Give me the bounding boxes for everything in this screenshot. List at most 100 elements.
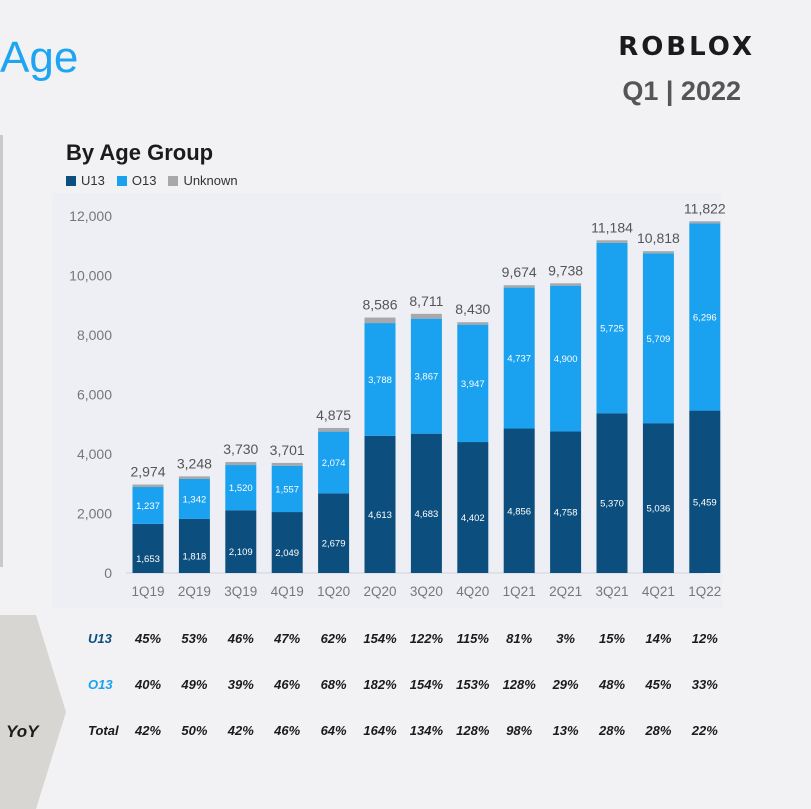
chart-legend: U13 O13 Unknown: [66, 173, 238, 188]
x-tick-label: 3Q21: [595, 584, 628, 599]
bar-value-label: 4,402: [461, 513, 485, 524]
yoy-cell: 46%: [227, 631, 254, 646]
bar-segment-o13: [642, 253, 674, 424]
bar-segment-o13: [689, 223, 721, 411]
bar-value-label: 1,342: [183, 494, 207, 505]
bar-segment-u13: [318, 493, 350, 573]
bar-segment-o13: [271, 465, 303, 513]
bar-segment-unknown: [132, 484, 164, 488]
bar-segment-unknown: [550, 283, 582, 286]
bar-value-label: 1,237: [136, 501, 160, 512]
bar-value-label: 1,818: [183, 551, 207, 562]
bar-value-label: 5,370: [600, 499, 624, 510]
yoy-cell: 182%: [363, 677, 397, 692]
yoy-cell: 49%: [181, 677, 208, 692]
yoy-cell: 42%: [134, 723, 162, 738]
bar-segment-o13: [178, 478, 210, 519]
bar-value-label: 5,709: [647, 334, 671, 345]
x-tick-label: 4Q19: [271, 584, 304, 599]
yoy-cell: 3%: [556, 631, 575, 646]
bar-value-label: 3,947: [461, 379, 485, 390]
legend-swatch-unknown: [168, 175, 179, 186]
yoy-cell: 40%: [134, 677, 162, 692]
bar-segment-unknown: [642, 251, 674, 254]
bar-value-label: 3,788: [368, 375, 392, 386]
yoy-cell: 98%: [506, 723, 533, 738]
y-tick-label: 6,000: [77, 387, 112, 403]
x-tick-label: 2Q19: [178, 584, 211, 599]
bar-segment-o13: [457, 324, 489, 443]
yoy-cell: 128%: [502, 677, 536, 692]
bar-segment-unknown: [178, 476, 210, 479]
x-tick-label: 1Q19: [131, 584, 164, 599]
legend-swatch-o13: [116, 175, 127, 186]
bar-segment-u13: [364, 435, 396, 573]
bar-value-label: 3,867: [415, 372, 439, 383]
yoy-cell: 164%: [363, 723, 397, 738]
x-tick-label: 4Q21: [642, 584, 675, 599]
yoy-cell: 33%: [691, 677, 718, 692]
y-tick-label: 8,000: [77, 327, 112, 343]
quarter-label: Q1 | 2022: [622, 76, 741, 106]
yoy-cell: 15%: [598, 631, 626, 646]
bar-value-label: 2,074: [322, 458, 346, 469]
legend-item-o13: O13: [116, 173, 156, 188]
bar-total-label: 10,818: [637, 230, 680, 246]
legend-swatch-u13: [66, 175, 76, 186]
bar-total-label: 8,711: [409, 293, 443, 309]
bar-total-label: 8,430: [455, 301, 490, 317]
bar-total-label: 3,730: [223, 441, 258, 457]
bar-segment-u13: [550, 431, 582, 573]
yoy-cell: 29%: [552, 677, 579, 692]
yoy-cell: 68%: [320, 677, 347, 692]
bar-segment-unknown: [596, 240, 628, 243]
bar-total-label: 11,184: [591, 219, 633, 235]
bar-value-label: 2,049: [275, 548, 299, 559]
yoy-cell: 134%: [409, 723, 444, 738]
bar-segment-unknown: [271, 462, 303, 466]
bar-value-label: 2,109: [229, 547, 253, 558]
x-tick-label: 1Q20: [317, 584, 350, 599]
bar-segment-u13: [642, 423, 674, 573]
bar-segment-u13: [410, 433, 442, 573]
yoy-cell: 46%: [274, 677, 301, 692]
y-tick-label: 2,000: [77, 506, 112, 522]
chart-title: By Age Group: [66, 140, 214, 165]
bar-total-label: 11,822: [684, 200, 726, 216]
yoy-cell: 81%: [506, 631, 533, 646]
yoy-cell: 39%: [227, 677, 254, 692]
yoy-cell: 50%: [181, 723, 208, 738]
y-tick-label: 4,000: [77, 446, 112, 462]
bar-segment-unknown: [503, 285, 535, 288]
bar-segment-unknown: [364, 317, 396, 324]
roblox-logo: ROBLOX: [618, 32, 755, 62]
yoy-cell: 45%: [134, 631, 162, 646]
bar-segment-unknown: [410, 313, 442, 319]
bar-total-label: 4,875: [316, 407, 351, 423]
y-tick-label: 0: [104, 565, 112, 581]
yoy-cell: 154%: [409, 677, 444, 692]
x-tick-label: 4Q20: [456, 584, 489, 599]
bar-value-label: 5,725: [600, 324, 624, 335]
yoy-cell: 48%: [598, 677, 626, 692]
yoy-arrow-panel: [0, 615, 66, 809]
yoy-label: YoY: [6, 722, 39, 741]
x-tick-label: 3Q20: [410, 584, 443, 599]
bar-value-label: 4,758: [554, 508, 578, 519]
bar-value-label: 4,683: [415, 509, 439, 520]
bar-segment-u13: [457, 442, 489, 573]
yoy-cell: 28%: [645, 723, 672, 738]
yoy-cell: 13%: [552, 723, 579, 738]
yoy-cell: 42%: [227, 723, 254, 738]
bar-value-label: 2,679: [322, 539, 346, 550]
bar-value-label: 4,900: [554, 354, 578, 365]
x-tick-label: 3Q19: [224, 584, 257, 599]
bar-total-label: 9,738: [548, 262, 583, 278]
bar-value-label: 5,459: [693, 497, 717, 508]
yoy-cell: 122%: [409, 631, 444, 646]
yoy-cell: 128%: [456, 723, 490, 738]
bar-total-label: 8,586: [362, 297, 397, 313]
bar-segment-unknown: [318, 427, 350, 432]
bar-value-label: 6,296: [693, 312, 717, 323]
bar-value-label: 4,613: [368, 510, 392, 521]
